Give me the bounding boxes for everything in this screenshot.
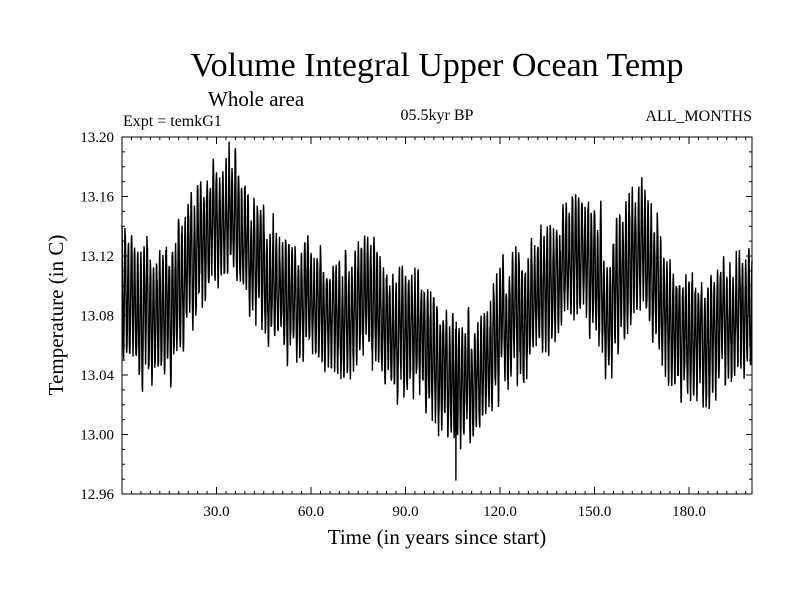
experiment-label: Expt = temkG1 — [123, 113, 222, 130]
plot-frame — [121, 136, 753, 495]
x-tick-label: 150.0 — [578, 504, 612, 520]
y-tick-label: 13.00 — [80, 428, 114, 444]
series-line-temperature — [121, 141, 753, 481]
y-tick-label: 13.08 — [80, 309, 114, 325]
x-tick-label: 180.0 — [672, 504, 706, 520]
chart-subtitle: Whole area — [208, 87, 305, 111]
plot-series — [121, 141, 753, 481]
y-tick-label: 13.16 — [80, 190, 114, 206]
y-tick-label: 13.04 — [80, 368, 114, 384]
x-tick-label: 90.0 — [392, 504, 418, 520]
months-label: ALL_MONTHS — [645, 108, 752, 125]
x-axis-label: Time (in years since start) — [328, 525, 547, 549]
y-tick-label: 13.12 — [80, 249, 114, 265]
y-tick-label: 12.96 — [80, 487, 114, 503]
x-tick-label: 30.0 — [203, 504, 229, 520]
y-axis-label: Temperature (in C) — [44, 235, 68, 396]
x-tick-labels: 30.0 60.0 90.0 120.0 150.0 180.0 — [203, 504, 706, 520]
y-tick-labels: 12.96 13.00 13.04 13.08 13.12 13.16 13.20 — [80, 130, 114, 503]
chart-title: Volume Integral Upper Ocean Temp — [191, 47, 684, 84]
y-tick-label: 13.20 — [80, 130, 114, 146]
period-label: 05.5kyr BP — [401, 107, 474, 124]
x-tick-label: 120.0 — [483, 504, 517, 520]
x-tick-label: 60.0 — [298, 504, 324, 520]
